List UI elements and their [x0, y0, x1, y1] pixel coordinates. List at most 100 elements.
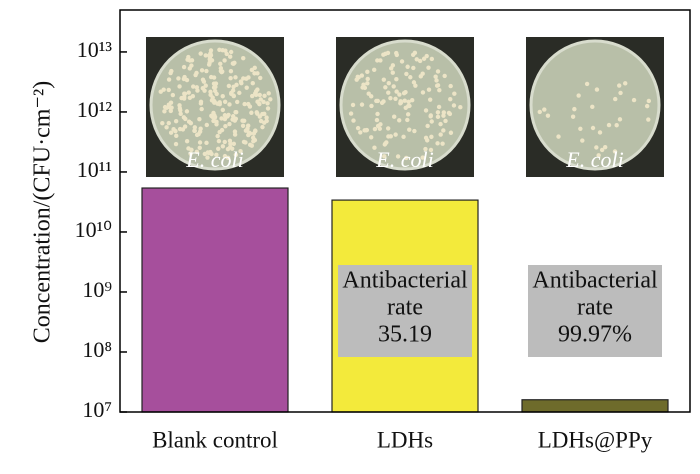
colony — [214, 122, 219, 127]
colony — [441, 113, 446, 118]
colony — [385, 50, 391, 56]
colony — [378, 58, 383, 63]
colony — [212, 99, 218, 105]
colony — [197, 145, 202, 150]
bar — [521, 399, 669, 413]
colony — [224, 51, 229, 57]
colony — [537, 109, 542, 115]
colony — [437, 88, 442, 93]
colony — [199, 68, 205, 73]
annotation-box — [528, 265, 662, 357]
colony — [219, 116, 224, 121]
colony — [186, 146, 191, 151]
colony — [580, 138, 585, 143]
annotation-text: Antibacterial — [342, 268, 468, 294]
colony — [602, 144, 608, 150]
colony — [644, 103, 650, 109]
colony — [169, 105, 174, 110]
colony — [249, 110, 254, 115]
colony — [249, 143, 255, 148]
annotation-box — [338, 265, 472, 357]
y-tick-label: 10⁸ — [82, 337, 112, 362]
colony — [168, 130, 174, 135]
colony — [216, 146, 221, 151]
colony — [420, 90, 426, 95]
colony — [257, 92, 262, 98]
colony — [417, 58, 423, 64]
colony — [375, 111, 380, 117]
colony — [182, 91, 187, 96]
colony — [264, 118, 269, 124]
colony — [217, 47, 222, 52]
colony — [405, 112, 411, 117]
colony — [372, 126, 378, 132]
colony — [254, 110, 259, 115]
colony — [426, 87, 432, 92]
colony — [351, 118, 356, 123]
colony — [646, 117, 651, 122]
colony — [235, 99, 240, 105]
colony — [208, 48, 214, 53]
colony — [233, 75, 238, 80]
colony — [249, 67, 255, 73]
colony — [160, 121, 165, 126]
colony — [383, 141, 388, 146]
colony — [190, 94, 196, 99]
colony — [428, 113, 434, 118]
colony — [623, 81, 628, 86]
colony — [247, 131, 253, 136]
colony — [405, 64, 410, 69]
colony — [182, 74, 187, 80]
colony — [223, 48, 228, 53]
colony — [438, 132, 443, 137]
image-label: E. coli — [565, 147, 623, 172]
colony — [599, 147, 605, 153]
colony — [594, 145, 599, 150]
colony — [176, 76, 181, 81]
colony — [188, 120, 194, 126]
annotation-text: 99.97% — [558, 322, 632, 348]
colony — [435, 114, 441, 120]
colony — [372, 67, 377, 73]
colony — [168, 108, 173, 114]
colony — [177, 84, 182, 89]
colony — [393, 96, 398, 101]
colony — [227, 54, 233, 59]
colony — [388, 95, 393, 101]
colony — [420, 155, 425, 160]
colony — [355, 125, 361, 131]
colony — [388, 66, 394, 71]
colony — [194, 149, 200, 155]
colony — [395, 154, 401, 159]
colony — [244, 85, 249, 90]
colony — [210, 114, 215, 119]
colony — [196, 131, 201, 137]
colony — [229, 146, 235, 151]
colony — [545, 113, 551, 118]
colony — [184, 109, 190, 114]
colony — [262, 93, 267, 99]
colony — [365, 69, 370, 75]
colony — [594, 87, 600, 92]
colony — [614, 123, 619, 128]
colony — [182, 96, 187, 101]
colony — [374, 117, 380, 123]
colony — [426, 65, 431, 70]
colony — [220, 107, 226, 113]
colony — [377, 126, 382, 131]
colony — [174, 133, 179, 139]
colony — [438, 121, 443, 127]
colony — [214, 152, 219, 158]
colony — [195, 88, 200, 93]
colony — [198, 51, 203, 56]
colony — [420, 71, 425, 76]
colony — [369, 94, 374, 99]
annotation-text: 35.19 — [378, 322, 432, 348]
colony — [435, 110, 441, 115]
colony — [168, 70, 173, 76]
colony — [264, 115, 269, 120]
colony — [164, 105, 169, 110]
colony — [406, 103, 411, 109]
colony — [238, 149, 243, 154]
colony — [225, 155, 231, 161]
